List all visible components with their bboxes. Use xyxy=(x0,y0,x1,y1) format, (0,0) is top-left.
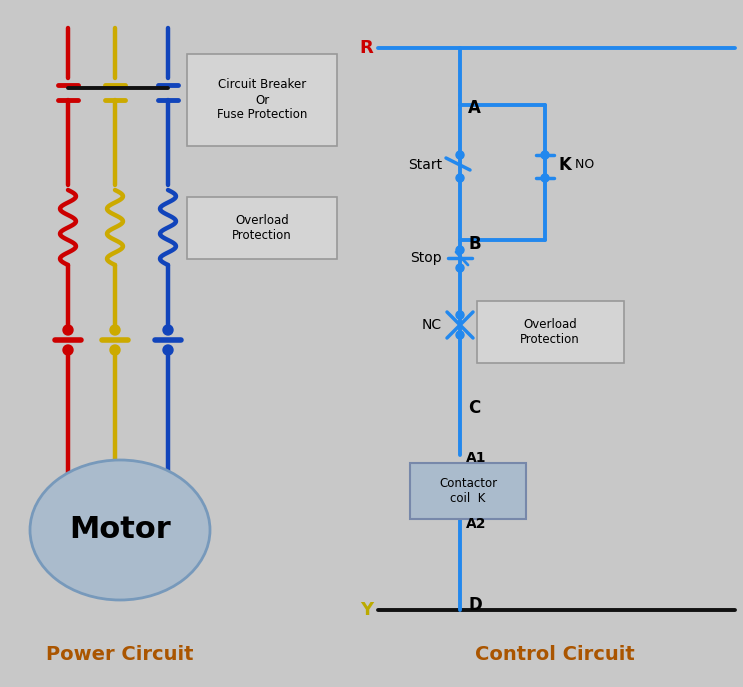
FancyBboxPatch shape xyxy=(477,301,624,363)
Circle shape xyxy=(110,325,120,335)
Text: Stop: Stop xyxy=(410,251,442,265)
Text: Y: Y xyxy=(360,601,373,619)
Text: NC: NC xyxy=(422,318,442,332)
Text: Circuit Breaker
Or
Fuse Protection: Circuit Breaker Or Fuse Protection xyxy=(217,78,307,122)
Circle shape xyxy=(63,345,73,355)
FancyBboxPatch shape xyxy=(410,463,526,519)
Circle shape xyxy=(163,345,173,355)
Text: A: A xyxy=(468,99,481,117)
Text: Power Circuit: Power Circuit xyxy=(46,646,194,664)
Text: Motor: Motor xyxy=(69,515,171,545)
Text: Overload
Protection: Overload Protection xyxy=(232,214,292,242)
Circle shape xyxy=(541,151,549,159)
Circle shape xyxy=(456,311,464,319)
Text: Start: Start xyxy=(408,158,442,172)
Text: NO: NO xyxy=(571,159,594,172)
Text: Overload
Protection: Overload Protection xyxy=(520,318,580,346)
FancyBboxPatch shape xyxy=(187,54,337,146)
Circle shape xyxy=(63,325,73,335)
Circle shape xyxy=(456,264,464,272)
Text: B: B xyxy=(468,235,481,253)
Circle shape xyxy=(456,174,464,182)
Circle shape xyxy=(110,345,120,355)
Circle shape xyxy=(456,151,464,159)
Text: Contactor
coil  K: Contactor coil K xyxy=(439,477,497,505)
Text: A2: A2 xyxy=(466,517,487,531)
Circle shape xyxy=(163,325,173,335)
Text: Control Circuit: Control Circuit xyxy=(475,646,635,664)
Circle shape xyxy=(456,246,464,254)
Ellipse shape xyxy=(30,460,210,600)
Text: D: D xyxy=(468,596,481,614)
FancyBboxPatch shape xyxy=(187,197,337,259)
Text: K: K xyxy=(559,156,572,174)
Circle shape xyxy=(456,331,464,339)
Text: R: R xyxy=(360,39,373,57)
Text: A1: A1 xyxy=(466,451,487,465)
Text: C: C xyxy=(468,399,480,417)
Circle shape xyxy=(541,174,549,182)
